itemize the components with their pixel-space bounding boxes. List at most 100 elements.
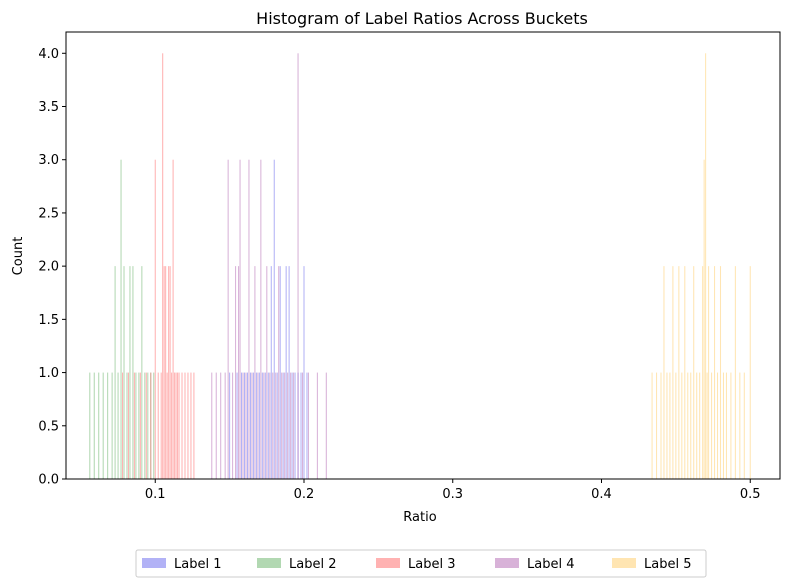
bar-label-5: [675, 372, 677, 479]
bar-label-5: [687, 372, 689, 479]
bar-label-3: [162, 53, 164, 479]
bar-label-1: [300, 372, 302, 479]
bar-label-5: [743, 372, 745, 479]
x-tick-label: 0.3: [442, 487, 463, 502]
bar-label-2: [153, 372, 155, 479]
bar-label-5: [672, 266, 674, 479]
bar-label-5: [739, 372, 741, 479]
bar-label-2: [102, 372, 104, 479]
bar-label-3: [174, 372, 176, 479]
bar-label-5: [705, 53, 707, 479]
bar-label-5: [651, 372, 653, 479]
bar-label-1: [252, 372, 254, 479]
bar-label-4: [220, 372, 222, 479]
y-tick-label: 0.5: [38, 419, 59, 434]
bar-label-1: [264, 372, 266, 479]
bar-label-2: [123, 266, 125, 479]
bar-label-3: [160, 372, 162, 479]
bar-label-5: [666, 372, 668, 479]
x-axis-ticks: 0.1 0.2 0.3 0.4 0.5: [145, 479, 761, 502]
bar-label-4: [307, 372, 309, 479]
bar-label-3: [157, 372, 159, 479]
bar-label-5: [684, 266, 686, 479]
bar-label-4: [235, 266, 237, 479]
bar-label-5: [699, 372, 701, 479]
bar-label-3: [187, 372, 189, 479]
bar-label-3: [154, 159, 156, 479]
bar-label-3: [166, 372, 168, 479]
bar-label-3: [181, 372, 183, 479]
bar-label-1: [267, 372, 269, 479]
bar-label-5: [663, 266, 665, 479]
bar-label-3: [177, 372, 179, 479]
y-tick-label: 4.0: [38, 47, 59, 62]
bar-label-4: [284, 372, 286, 479]
bar-label-1: [261, 372, 263, 479]
bar-label-4: [257, 372, 259, 479]
bar-label-1: [229, 372, 231, 479]
bar-label-3: [165, 266, 167, 479]
bar-label-5: [734, 266, 736, 479]
bar-label-5: [717, 372, 719, 479]
legend-label-3: Label 3: [408, 557, 455, 572]
legend-swatch-1: [142, 558, 166, 568]
bar-label-4: [278, 266, 280, 479]
histogram-bars: [89, 53, 751, 479]
bar-label-3: [178, 372, 180, 479]
bar-label-4: [238, 266, 240, 479]
bar-label-2: [126, 372, 128, 479]
bar-label-5: [703, 159, 705, 479]
bar-label-4: [301, 372, 304, 479]
bar-label-5: [681, 372, 683, 479]
bar-label-4: [227, 159, 229, 479]
bar-label-5: [702, 266, 704, 479]
bar-label-2: [98, 372, 100, 479]
x-tick-label: 0.2: [294, 487, 315, 502]
bar-label-3: [127, 372, 129, 479]
bar-label-5: [749, 266, 751, 479]
bar-label-5: [722, 372, 724, 479]
bar-label-4: [293, 372, 295, 479]
bar-label-2: [129, 266, 131, 479]
bar-label-1: [243, 372, 246, 479]
bar-label-2: [135, 372, 137, 479]
bar-label-1: [294, 372, 296, 479]
bar-label-2: [111, 372, 113, 479]
bar-label-5: [678, 266, 680, 479]
legend-swatch-4: [495, 558, 519, 568]
legend-label-2: Label 2: [289, 557, 336, 572]
y-tick-label: 3.5: [38, 100, 59, 115]
bar-label-1: [255, 372, 257, 479]
bar-label-4: [239, 159, 241, 479]
bar-label-4: [245, 372, 247, 479]
bar-label-5: [656, 372, 658, 479]
bar-label-1: [285, 266, 287, 479]
bar-label-1: [258, 372, 260, 479]
bar-label-5: [696, 372, 698, 479]
bar-label-1: [291, 372, 293, 479]
bar-label-1: [246, 372, 248, 479]
bar-label-5: [690, 372, 692, 479]
bar-label-2: [120, 159, 122, 479]
legend-label-5: Label 5: [644, 557, 691, 572]
y-tick-label: 2.0: [38, 260, 59, 275]
bar-label-3: [122, 372, 124, 479]
bar-label-4: [316, 372, 318, 479]
bar-label-1: [279, 266, 281, 479]
bar-label-4: [297, 53, 299, 479]
bar-label-4: [254, 266, 256, 479]
x-tick-label: 0.4: [591, 487, 612, 502]
bar-label-1: [306, 372, 308, 479]
x-tick-label: 0.1: [145, 487, 166, 502]
legend-frame: [135, 549, 707, 578]
bar-label-1: [282, 372, 284, 479]
bar-label-2: [107, 372, 109, 479]
x-axis-title: Ratio: [403, 510, 436, 525]
plot-area-frame: [65, 31, 781, 480]
legend-swatch-2: [257, 558, 281, 568]
bar-label-4: [269, 372, 271, 479]
bar-label-3: [171, 372, 173, 479]
bar-label-1: [236, 372, 238, 479]
bar-label-1: [273, 159, 275, 479]
y-tick-label: 1.5: [38, 313, 59, 328]
